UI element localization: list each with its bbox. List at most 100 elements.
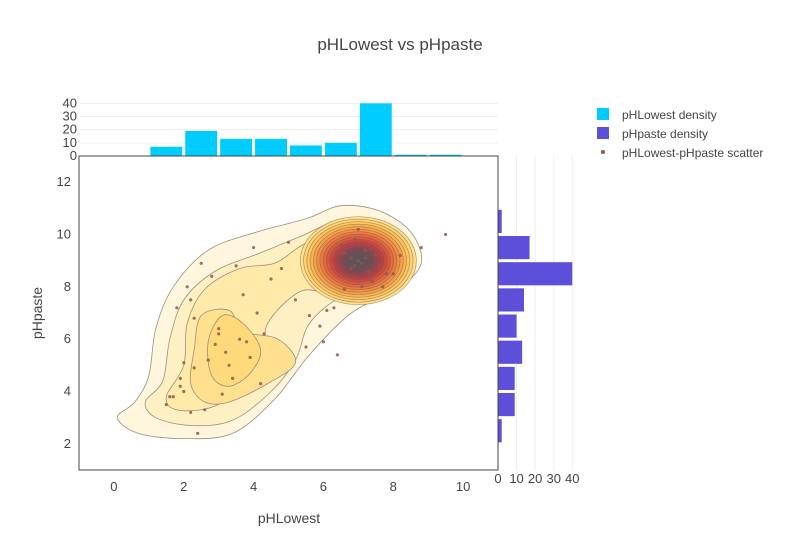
scatter-point xyxy=(342,287,346,291)
right-histogram-bar xyxy=(498,288,524,312)
right-histogram-x-ticks: 0 10 20 30 40 xyxy=(494,471,579,486)
right-histogram-bar xyxy=(498,419,502,443)
scatter-point xyxy=(339,243,343,247)
top-histogram-bar xyxy=(185,130,218,156)
y-tick-label: 4 xyxy=(64,384,71,399)
scatter-point xyxy=(279,266,284,271)
y-axis-title: pHpaste xyxy=(29,287,45,339)
scatter-point xyxy=(307,314,311,318)
scatter-point xyxy=(353,264,357,268)
scatter-point xyxy=(217,327,221,331)
scatter-point xyxy=(192,366,196,370)
x-tick-label: 4 xyxy=(250,479,257,494)
legend-swatch-scatter[interactable] xyxy=(601,150,605,154)
scatter-point xyxy=(206,358,210,362)
legend-label-phpaste-density[interactable]: pHpaste density xyxy=(622,127,708,141)
scatter-point xyxy=(304,345,308,349)
scatter-point xyxy=(367,277,371,281)
top-histogram-bar xyxy=(359,103,392,156)
scatter-point xyxy=(349,256,353,260)
scatter-point xyxy=(332,306,336,310)
legend[interactable]: pHLowest density pHpaste density pHLowes… xyxy=(597,108,763,160)
top-histogram-bar xyxy=(150,146,183,156)
right-histogram-bar xyxy=(498,366,515,390)
scatter-point xyxy=(210,274,214,278)
scatter-point xyxy=(189,410,193,414)
y-tick-label: 10 xyxy=(57,227,71,242)
scatter-point xyxy=(168,395,172,399)
scatter-point xyxy=(374,253,378,257)
scatter-point xyxy=(325,308,329,312)
scatter-point xyxy=(238,337,242,341)
x-tick-label: 6 xyxy=(320,479,327,494)
top-histogram-bar xyxy=(220,138,253,156)
top-histogram-bar xyxy=(255,138,287,156)
top-histogram-tick-label: 20 xyxy=(63,122,77,137)
right-histogram-bar xyxy=(498,314,517,338)
scatter-point xyxy=(349,266,353,271)
scatter-point xyxy=(381,285,385,289)
scatter-point xyxy=(234,264,238,268)
legend-swatch-phlowest-density[interactable] xyxy=(597,108,609,120)
right-histogram-tick-label: 0 xyxy=(494,471,501,486)
scatter-point xyxy=(185,285,189,289)
scatter-point xyxy=(377,264,381,268)
scatter-point xyxy=(398,253,402,257)
scatter-point xyxy=(199,261,203,265)
scatter-point xyxy=(335,353,339,357)
right-histogram-tick-label: 10 xyxy=(509,471,523,486)
scatter-point xyxy=(293,298,298,302)
scatter-point xyxy=(360,261,364,265)
scatter-point xyxy=(189,298,193,302)
x-tick-label: 10 xyxy=(456,479,470,494)
top-histogram-grid xyxy=(79,102,498,157)
scatter-point xyxy=(182,389,186,394)
x-axis-title: pHLowest xyxy=(258,510,320,526)
top-histogram-tick-label: 10 xyxy=(63,135,77,150)
scatter-point xyxy=(224,350,228,354)
scatter-point xyxy=(444,232,448,237)
scatter-point xyxy=(356,227,360,231)
scatter-point xyxy=(391,272,395,276)
legend-label-phlowest-density[interactable]: pHLowest density xyxy=(622,108,717,122)
main-plot-area xyxy=(117,204,448,440)
x-axis-ticks: 0 2 4 6 8 10 xyxy=(110,479,470,494)
scatter-point xyxy=(192,316,196,320)
right-histogram-bar xyxy=(498,209,502,233)
y-axis-ticks: 2 4 6 8 10 12 xyxy=(57,174,71,451)
scatter-point xyxy=(262,332,266,336)
y-tick-label: 12 xyxy=(57,174,71,189)
legend-label-scatter[interactable]: pHLowest-pHpaste scatter xyxy=(622,146,763,160)
scatter-point xyxy=(164,403,168,407)
top-histogram-bar xyxy=(394,154,427,156)
scatter-point xyxy=(213,342,217,346)
density-contour-level-5 xyxy=(207,314,262,387)
density-contours xyxy=(117,204,423,440)
chart-title: pHLowest vs pHpaste xyxy=(317,35,482,54)
top-histogram-tick-label: 0 xyxy=(70,148,77,163)
scatter-point xyxy=(360,285,364,289)
x-tick-label: 2 xyxy=(180,479,187,494)
scatter-point xyxy=(196,431,200,435)
scatter-point xyxy=(178,376,182,380)
scatter-point xyxy=(363,256,367,260)
scatter-point xyxy=(419,246,423,250)
scatter-point xyxy=(241,293,245,297)
legend-swatch-phpaste-density[interactable] xyxy=(597,127,609,139)
scatter-point xyxy=(384,272,388,276)
scatter-point xyxy=(353,238,357,242)
right-histogram xyxy=(498,209,573,443)
scatter-point xyxy=(175,306,179,310)
scatter-point xyxy=(171,395,175,399)
top-histogram-bar xyxy=(429,154,462,156)
scatter-point xyxy=(321,340,325,344)
main-plot-frame xyxy=(78,155,499,471)
scatter-point xyxy=(231,376,235,380)
scatter-point xyxy=(245,340,249,344)
scatter-point xyxy=(227,363,231,367)
scatter-point xyxy=(178,384,182,388)
right-histogram-tick-label: 20 xyxy=(528,471,542,486)
x-tick-label: 0 xyxy=(110,479,117,494)
